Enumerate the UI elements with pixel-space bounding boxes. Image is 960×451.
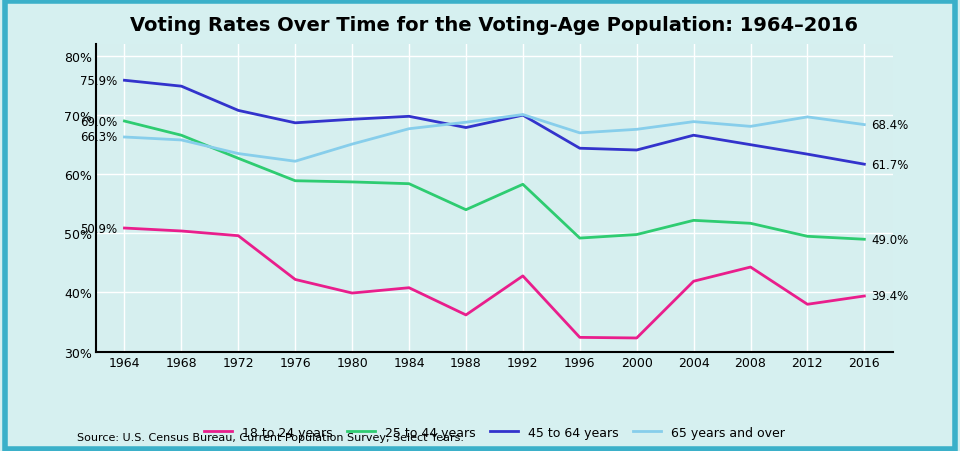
Title: Voting Rates Over Time for the Voting-Age Population: 1964–2016: Voting Rates Over Time for the Voting-Ag… <box>131 16 858 35</box>
Text: 50.9%: 50.9% <box>81 222 117 235</box>
Text: 68.4%: 68.4% <box>872 119 908 132</box>
Text: 61.7%: 61.7% <box>872 158 909 171</box>
Text: 75.9%: 75.9% <box>81 74 117 87</box>
Text: 49.0%: 49.0% <box>872 233 908 246</box>
Text: Source: U.S. Census Bureau, Current Population Survey, Select Years.: Source: U.S. Census Bureau, Current Popu… <box>77 432 464 442</box>
Legend: 18 to 24 years, 25 to 44 years, 45 to 64 years, 65 years and over: 18 to 24 years, 25 to 44 years, 45 to 64… <box>199 421 790 444</box>
Text: 66.3%: 66.3% <box>81 131 117 144</box>
Text: 39.4%: 39.4% <box>872 290 908 303</box>
Text: 69.0%: 69.0% <box>81 115 117 128</box>
